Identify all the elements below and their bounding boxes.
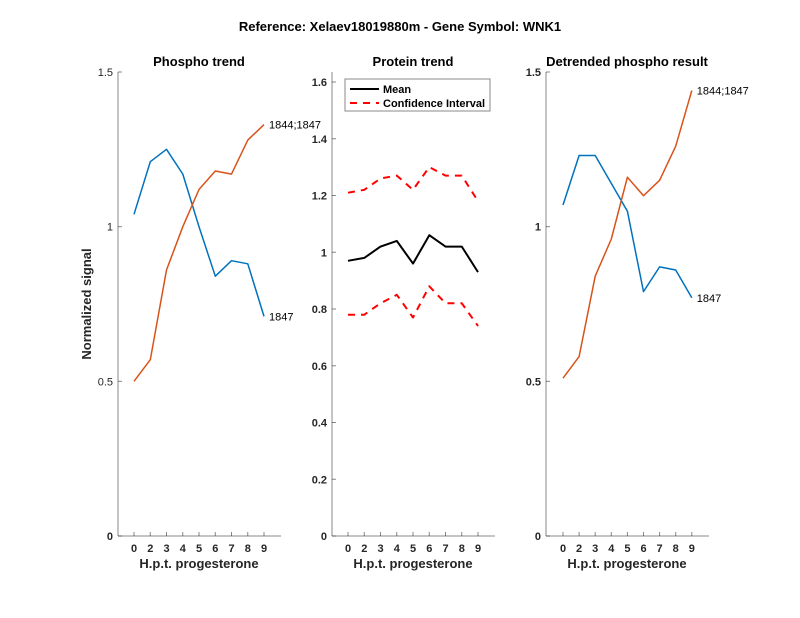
x-tick-label: 3	[592, 543, 598, 555]
panel-title: Detrended phospho result	[546, 54, 708, 69]
panel-detrended-phospho: Detrended phospho result H.p.t. progeste…	[526, 54, 749, 571]
x-tick-label: 2	[147, 543, 153, 555]
series-end-label: 1847	[697, 293, 721, 305]
y-tick-label: 1.2	[312, 191, 327, 203]
y-tick-label: 0	[321, 531, 327, 543]
y-tick-label: 1	[535, 222, 541, 234]
y-tick-label: 0.2	[312, 474, 327, 486]
x-tick-label: 6	[640, 543, 646, 555]
y-tick-label: 0.4	[312, 418, 328, 430]
x-axis-label: H.p.t. progesterone	[139, 556, 258, 571]
y-tick-label: 1.5	[526, 67, 541, 79]
x-tick-label: 7	[228, 543, 234, 555]
y-tick-label: 0.5	[526, 376, 541, 388]
legend-entry-mean: Mean	[383, 84, 411, 96]
y-tick-label: 0	[107, 531, 113, 543]
x-tick-label: 8	[245, 543, 251, 555]
series-end-label: 1844;1847	[269, 120, 321, 132]
plot-marks: 00.20.40.60.811.21.41.60 2 3 4 5 6 7 8 9	[312, 72, 495, 555]
y-tick-label: 1.5	[98, 67, 113, 79]
y-tick-label: 0	[535, 531, 541, 543]
figure-suptitle: Reference: Xelaev18019880m - Gene Symbol…	[239, 19, 561, 34]
panel-protein-trend: Protein trend H.p.t. progesterone 0 0.2 0.…	[312, 54, 495, 571]
x-tick-label: 4	[180, 543, 187, 555]
x-tick-label: 5	[624, 543, 630, 555]
x-tick-label: 7	[442, 543, 448, 555]
x-tick-label: 9	[475, 543, 481, 555]
x-tick-label: 4	[394, 543, 401, 555]
y-tick-label: 0.8	[312, 304, 327, 316]
x-tick-label: 0	[560, 543, 566, 555]
x-tick-label: 8	[673, 543, 679, 555]
x-tick-label: 8	[459, 543, 465, 555]
y-tick-label: 0.6	[312, 361, 327, 373]
y-tick-label: 1	[321, 247, 327, 259]
series-line-1847	[133, 148, 265, 317]
x-tick-label: 3	[377, 543, 383, 555]
x-tick-label: 9	[261, 543, 267, 555]
legend-entry-ci: Confidence Interval	[383, 98, 485, 110]
legend-box	[344, 78, 491, 112]
x-tick-label: 4	[608, 543, 615, 555]
panel-title: Phospho trend	[153, 54, 245, 69]
series-line-1844-1847	[562, 90, 693, 379]
series-end-label: 1847	[269, 311, 293, 323]
x-tick-label: 2	[576, 543, 582, 555]
x-tick-label: 0	[345, 543, 351, 555]
series-line-1847	[562, 154, 693, 299]
series-line-confidence-interval-lower-	[348, 285, 479, 327]
x-tick-label: 9	[689, 543, 695, 555]
x-tick-label: 0	[131, 543, 137, 555]
x-tick-label: 5	[410, 543, 416, 555]
legend: Mean Confidence Interval	[344, 78, 491, 112]
panel-phospho-trend: Phospho trend Normalized signal H.p.t. p…	[79, 54, 321, 571]
x-tick-label: 5	[196, 543, 202, 555]
series-line-1844-1847	[133, 124, 265, 382]
x-tick-label: 6	[426, 543, 432, 555]
x-tick-label: 7	[657, 543, 663, 555]
x-tick-label: 6	[212, 543, 218, 555]
y-tick-label: 1.6	[312, 77, 327, 89]
y-tick-label: 0.5	[98, 376, 113, 388]
panel-title: Protein trend	[373, 54, 454, 69]
series-line-confidence-interval-upper-	[347, 166, 479, 202]
y-axis-label: Normalized signal	[79, 248, 94, 359]
x-tick-label: 3	[163, 543, 169, 555]
x-tick-label: 2	[361, 543, 367, 555]
series-line-mean	[347, 234, 479, 273]
y-tick-label: 1.4	[312, 134, 328, 146]
series-end-label: 1844;1847	[697, 86, 749, 98]
y-tick-label: 1	[107, 222, 113, 234]
x-axis-label: H.p.t. progesterone	[353, 556, 472, 571]
x-axis-label: H.p.t. progesterone	[567, 556, 686, 571]
